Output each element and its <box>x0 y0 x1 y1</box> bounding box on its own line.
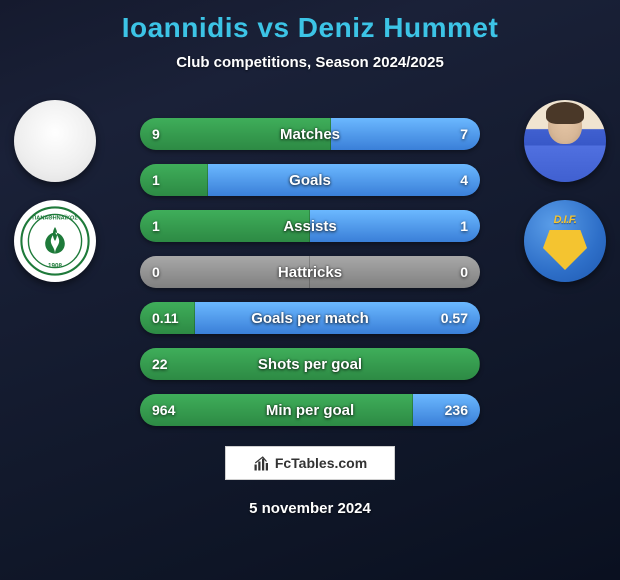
brand-text: FcTables.com <box>275 455 367 471</box>
stat-bar-segment-right <box>413 394 480 426</box>
stat-bar-segment-right <box>310 210 480 242</box>
stat-bar: Min per goal964236 <box>140 394 480 426</box>
footer-date: 5 november 2024 <box>0 500 620 517</box>
player1-club-logo: ΠΑΝΑΘΗΝΑΪΚΟΣ 1908 <box>14 200 96 282</box>
brand-logo: FcTables.com <box>225 446 395 480</box>
stat-bar: Assists11 <box>140 210 480 242</box>
stat-bar: Goals per match0.110.57 <box>140 302 480 334</box>
stat-bar: Hattricks00 <box>140 256 480 288</box>
stat-bar-segment-left <box>140 348 480 380</box>
page-subtitle: Club competitions, Season 2024/2025 <box>0 54 620 71</box>
panathinaikos-badge-icon: ΠΑΝΑΘΗΝΑΪΚΟΣ 1908 <box>20 206 90 276</box>
stat-bar: Goals14 <box>140 164 480 196</box>
stat-bar-segment-left <box>140 256 310 288</box>
stat-bar-segment-left <box>140 118 331 150</box>
stat-bar: Shots per goal22 <box>140 348 480 380</box>
page-title: Ioannidis vs Deniz Hummet <box>0 0 620 44</box>
stat-bar-segment-right <box>195 302 480 334</box>
stat-bar-segment-left <box>140 394 413 426</box>
stat-bar-segment-right <box>310 256 480 288</box>
svg-text:ΠΑΝΑΘΗΝΑΪΚΟΣ: ΠΑΝΑΘΗΝΑΪΚΟΣ <box>32 214 78 221</box>
player1-photo <box>14 100 96 182</box>
stat-bar-segment-left <box>140 164 208 196</box>
stat-bar-segment-right <box>331 118 480 150</box>
stat-bar-segment-left <box>140 210 310 242</box>
stat-bar-segment-left <box>140 302 195 334</box>
stat-bar-segment-right <box>208 164 480 196</box>
player1-column: ΠΑΝΑΘΗΝΑΪΚΟΣ 1908 <box>0 100 110 282</box>
stat-bar: Matches97 <box>140 118 480 150</box>
player2-club-logo <box>524 200 606 282</box>
chart-icon <box>253 454 271 472</box>
player2-column <box>510 100 620 282</box>
stats-comparison-chart: Matches97 Goals14 Assists11 Hattricks00 Goal… <box>140 118 480 426</box>
player2-photo <box>524 100 606 182</box>
svg-text:1908: 1908 <box>48 263 63 270</box>
